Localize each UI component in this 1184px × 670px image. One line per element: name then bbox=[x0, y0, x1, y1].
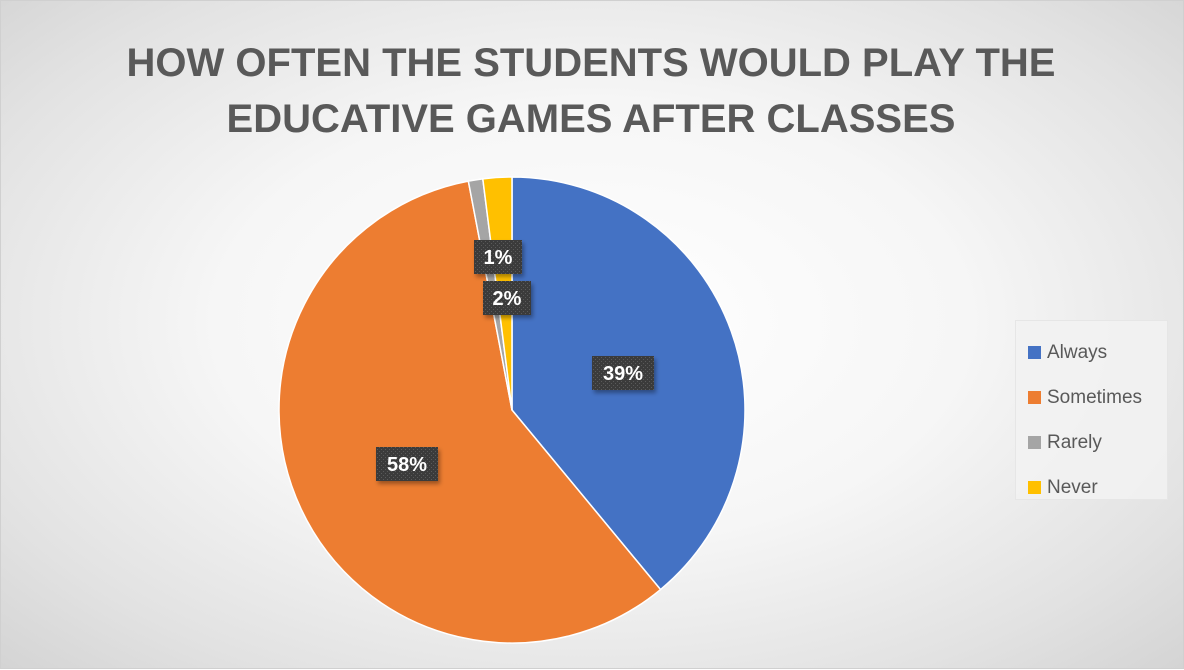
data-label-text: 58% bbox=[387, 454, 427, 476]
legend-swatch-always bbox=[1028, 346, 1041, 359]
legend-swatch-never bbox=[1028, 481, 1041, 494]
legend-label-never: Never bbox=[1047, 476, 1098, 498]
pie-data-labels: 39% 58% 1% 2% bbox=[376, 240, 654, 481]
data-label-always: 39% bbox=[592, 356, 654, 390]
data-label-text: 39% bbox=[603, 363, 643, 385]
legend-label-always: Always bbox=[1047, 341, 1108, 363]
chart-title-line-1: HOW OFTEN THE STUDENTS WOULD PLAY THE bbox=[126, 41, 1056, 85]
chart-title-line-2: EDUCATIVE GAMES AFTER CLASSES bbox=[226, 97, 956, 141]
legend-item-rarely: Rarely bbox=[1016, 420, 1167, 465]
data-label-rarely: 1% bbox=[474, 240, 522, 274]
data-label-text: 1% bbox=[484, 247, 513, 269]
data-label-sometimes: 58% bbox=[376, 447, 438, 481]
data-label-box bbox=[474, 240, 522, 274]
pie-slice-sometimes bbox=[278, 180, 662, 644]
legend-item-sometimes: Sometimes bbox=[1016, 375, 1167, 420]
data-label-box bbox=[592, 356, 654, 390]
legend-swatch-rarely bbox=[1028, 436, 1041, 449]
legend-swatch-sometimes bbox=[1028, 391, 1041, 404]
legend-item-never: Never bbox=[1016, 465, 1167, 510]
data-label-never: 2% bbox=[483, 281, 531, 315]
legend-label-sometimes: Sometimes bbox=[1047, 386, 1143, 408]
legend-label-rarely: Rarely bbox=[1047, 431, 1102, 453]
legend: Always Sometimes Rarely Never bbox=[1015, 320, 1168, 500]
data-label-box bbox=[483, 281, 531, 315]
chart-title: HOW OFTEN THE STUDENTS WOULD PLAY THE ED… bbox=[91, 35, 1091, 147]
legend-item-always: Always bbox=[1016, 330, 1167, 375]
data-label-box bbox=[376, 447, 438, 481]
data-label-text: 2% bbox=[493, 288, 522, 310]
